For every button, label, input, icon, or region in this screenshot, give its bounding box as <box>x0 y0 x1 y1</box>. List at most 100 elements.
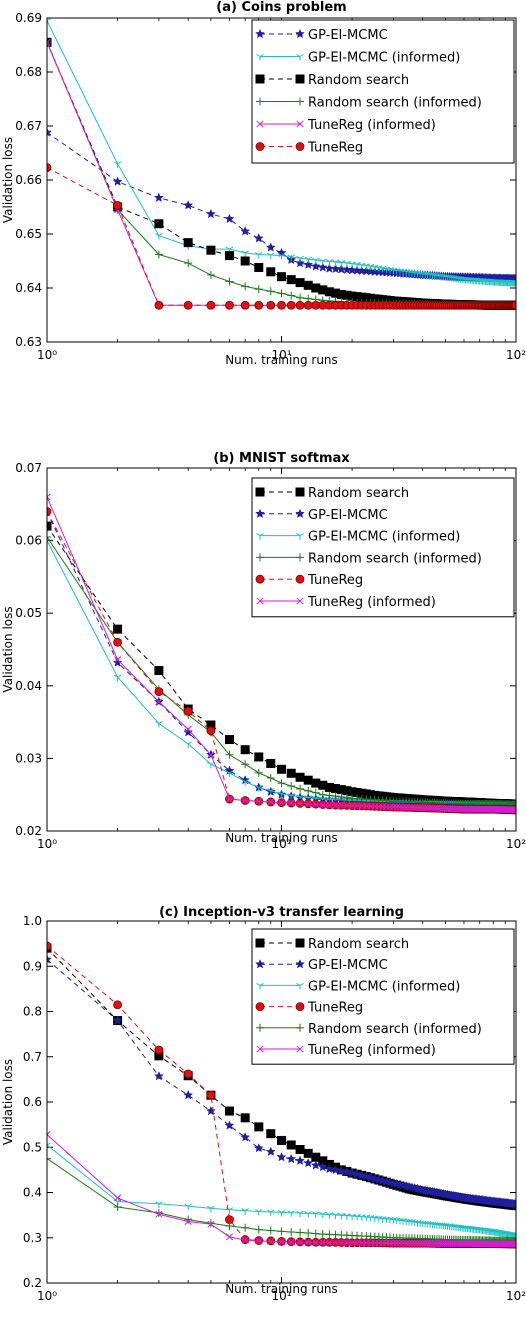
data-point <box>153 1071 164 1081</box>
data-point <box>458 1240 466 1248</box>
data-point <box>184 1215 193 1224</box>
legend-marker <box>255 574 265 584</box>
data-point <box>240 1113 250 1123</box>
data-point <box>112 176 123 186</box>
data-point <box>183 238 193 248</box>
legend-label: Random search <box>308 73 409 88</box>
legend-marker <box>295 959 305 969</box>
data-point <box>254 285 263 294</box>
data-point <box>206 271 215 280</box>
y-tick-label: 0.06 <box>15 534 42 548</box>
data-point <box>331 1239 340 1247</box>
series-tunereg-informed <box>47 1131 516 1248</box>
legend-marker <box>256 597 264 605</box>
legend-label: TuneReg <box>307 1001 363 1016</box>
data-point <box>337 801 345 809</box>
data-point <box>402 1218 410 1226</box>
data-point <box>310 1160 321 1170</box>
data-point <box>324 1163 335 1174</box>
data-point <box>319 1239 327 1247</box>
data-point <box>303 1157 314 1168</box>
legend-marker <box>295 74 305 84</box>
data-point <box>206 1219 215 1228</box>
data-point <box>113 1000 122 1010</box>
y-tick-label: 0.6 <box>23 1095 42 1109</box>
data-point <box>287 799 295 807</box>
data-point <box>304 800 312 808</box>
data-point <box>255 1237 263 1245</box>
legend-marker <box>256 1023 264 1032</box>
legend-label: Random search (informed) <box>308 551 482 566</box>
data-point <box>224 735 234 745</box>
y-tick-label: 0.04 <box>15 679 42 693</box>
data-point <box>337 260 346 267</box>
data-point <box>343 1213 351 1220</box>
data-point <box>277 791 286 798</box>
data-point <box>277 799 286 807</box>
data-point <box>312 1211 320 1218</box>
legend-marker <box>256 97 264 106</box>
data-point <box>207 1205 215 1213</box>
data-point <box>286 300 296 310</box>
data-point <box>206 726 216 736</box>
data-point <box>240 226 251 236</box>
data-point <box>225 770 234 777</box>
data-point <box>266 287 275 296</box>
data-point <box>47 18 51 25</box>
data-point <box>155 233 163 240</box>
data-point <box>312 1239 320 1247</box>
data-point <box>47 38 51 46</box>
plot-frame <box>46 17 517 343</box>
data-point <box>303 300 313 310</box>
legend-marker <box>256 120 264 128</box>
data-point <box>225 750 234 759</box>
data-point <box>510 806 516 814</box>
legend-marker <box>295 508 305 518</box>
legend-marker <box>255 508 265 518</box>
data-point <box>266 758 276 768</box>
y-axis-label: Validation loss <box>1 1059 15 1145</box>
data-point <box>277 1209 286 1217</box>
data-point <box>267 252 275 260</box>
legend-marker <box>296 1023 304 1032</box>
data-point <box>341 1166 352 1177</box>
legend-marker <box>255 1002 265 1011</box>
data-point <box>184 741 192 748</box>
data-point <box>342 793 351 802</box>
data-point <box>325 1239 333 1247</box>
chart-title: (b) MNIST softmax <box>213 451 350 466</box>
data-point <box>405 803 413 811</box>
legend-marker <box>255 487 265 497</box>
data-point <box>396 803 404 811</box>
data-point <box>266 1226 275 1235</box>
data-point <box>399 1218 407 1225</box>
data-point <box>183 1069 193 1079</box>
data-point <box>399 268 407 276</box>
data-point <box>382 266 391 273</box>
data-point <box>47 1142 51 1149</box>
legend-marker <box>255 74 265 84</box>
data-point <box>382 1216 391 1223</box>
data-point <box>184 1203 192 1211</box>
chart-title: (a) Coins problem <box>216 0 346 15</box>
data-point <box>267 798 275 806</box>
data-point <box>512 806 516 814</box>
y-tick-label: 0.67 <box>15 119 42 133</box>
data-point <box>416 1239 424 1247</box>
data-point <box>154 219 164 229</box>
data-point <box>47 507 52 516</box>
data-point <box>319 1211 327 1219</box>
data-point <box>509 1240 516 1248</box>
data-point <box>225 277 234 286</box>
y-tick-label: 0.4 <box>23 1186 42 1200</box>
data-point <box>310 261 321 271</box>
data-point <box>286 768 296 778</box>
y-tick-label: 0.7 <box>23 1050 42 1064</box>
x-tick-label: 10⁰ <box>37 348 57 362</box>
legend-marker <box>256 533 264 540</box>
data-point <box>331 801 340 809</box>
data-point <box>276 1152 287 1162</box>
data-point <box>512 800 516 809</box>
data-point <box>184 259 193 268</box>
data-point <box>47 163 52 172</box>
